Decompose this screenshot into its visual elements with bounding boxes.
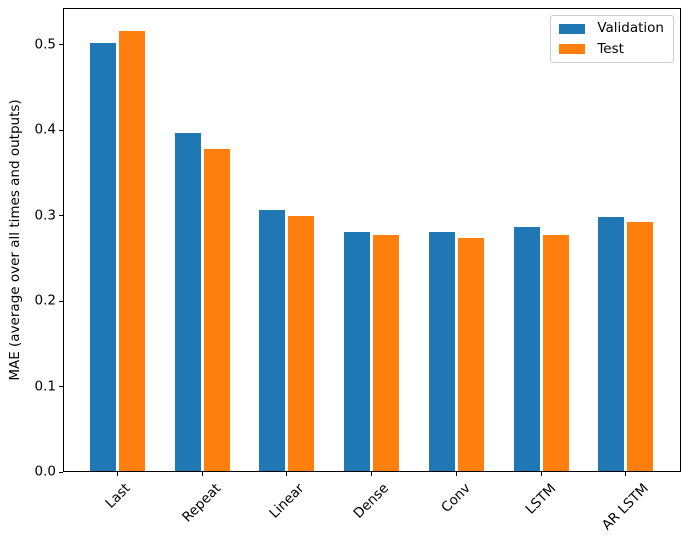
bar-validation-lstm [513,227,540,471]
x-tick-label-last: Last [101,480,134,512]
y-axis-label: MAE (average over all times and outputs) [7,99,23,381]
y-tick-label: 0.1 [34,377,56,394]
bar-validation-repeat [174,133,201,471]
y-tick [59,300,63,302]
y-tick [59,215,63,217]
bar-validation-linear [259,210,286,471]
bar-validation-conv [428,232,455,471]
bar-validation-last [90,43,116,471]
legend-swatch-test [559,44,586,55]
bar-test-lstm [542,235,569,471]
bar-validation-ar-lstm [598,217,625,471]
plot-area [63,8,681,472]
x-tick-label-conv: Conv [438,480,475,516]
y-tick-label: 0.3 [34,206,56,223]
x-tick [540,472,542,476]
y-tick [59,471,63,473]
bar-test-ar-lstm [627,222,654,471]
x-tick [455,472,457,476]
x-tick [286,472,288,476]
legend-label-test: Test [597,40,624,57]
legend-label-validation: Validation [597,20,664,36]
y-tick [59,129,63,131]
legend-swatch-validation [559,23,586,34]
y-tick [59,44,63,46]
x-tick [625,472,627,476]
x-tick [201,472,203,476]
bars-layer [64,9,680,471]
x-tick [371,472,373,476]
y-tick-label: 0.4 [34,121,56,138]
x-tick-label-ar-lstm: AR LSTM [599,480,653,534]
y-tick-label: 0.2 [34,292,56,309]
x-tick-label-dense: Dense [350,480,393,522]
bar-test-conv [457,238,484,471]
x-tick-label-linear: Linear [266,480,308,522]
bar-test-last [119,31,145,471]
x-tick-label-lstm: LSTM [522,480,560,518]
bar-test-repeat [203,149,230,471]
y-tick-label: 0.5 [34,35,56,52]
bar-test-dense [373,235,400,471]
y-tick [59,386,63,388]
x-tick [117,472,118,476]
bar-test-linear [288,216,315,471]
y-tick-label: 0.0 [34,463,56,480]
x-tick-label-repeat: Repeat [179,480,225,526]
bar-validation-dense [344,232,371,471]
legend-item-validation: Validation [559,20,664,36]
legend-item-test: Test [559,40,664,57]
legend: Validation Test [550,15,674,63]
